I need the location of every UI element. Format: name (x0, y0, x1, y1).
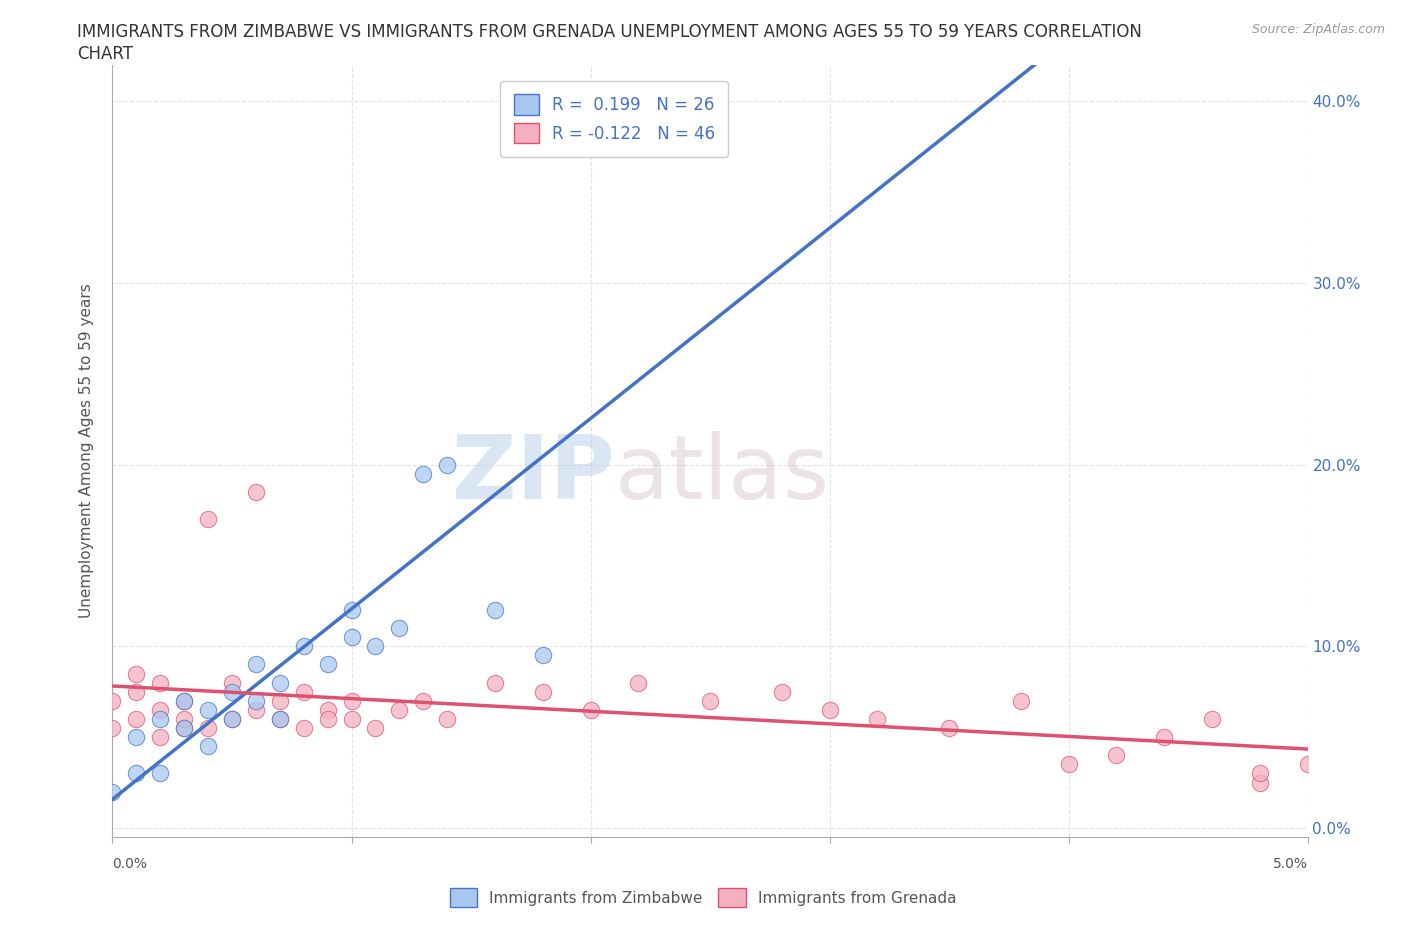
Point (579, 130, 602, 145)
Point (292, 639, 315, 654)
Point (173, 711, 195, 726)
Point (173, 721, 195, 736)
Point (269, 711, 291, 726)
Point (221, 711, 243, 726)
Point (1201, 711, 1223, 726)
Point (197, 512, 219, 526)
Point (245, 485, 267, 499)
Point (125, 684, 148, 699)
Point (149, 730, 172, 745)
Text: 0.0%: 0.0% (112, 857, 148, 870)
Point (269, 694, 291, 709)
Text: IMMIGRANTS FROM ZIMBABWE VS IMMIGRANTS FROM GRENADA UNEMPLOYMENT AMONG AGES 55 T: IMMIGRANTS FROM ZIMBABWE VS IMMIGRANTS F… (77, 23, 1142, 41)
Point (484, 675, 506, 690)
Point (1057, 757, 1080, 772)
Point (340, 711, 363, 726)
Text: 5.0%: 5.0% (1272, 857, 1308, 870)
Point (364, 639, 387, 654)
Point (125, 711, 148, 726)
Point (340, 694, 363, 709)
Point (149, 711, 172, 726)
Point (1010, 694, 1032, 709)
Point (197, 721, 219, 736)
Point (866, 711, 889, 726)
Legend: R =  0.199   N = 26, R = -0.122   N = 46: R = 0.199 N = 26, R = -0.122 N = 46 (501, 81, 728, 157)
Point (269, 675, 291, 690)
Text: atlas: atlas (614, 431, 830, 518)
Point (699, 694, 721, 709)
Point (292, 721, 315, 736)
Point (938, 721, 960, 736)
Point (364, 721, 387, 736)
Point (627, 675, 650, 690)
Point (245, 702, 267, 717)
Point (269, 711, 291, 726)
Point (245, 657, 267, 671)
Point (1105, 748, 1128, 763)
Point (197, 738, 219, 753)
Point (340, 630, 363, 644)
Point (388, 620, 411, 635)
Point (125, 730, 148, 745)
Point (149, 702, 172, 717)
Point (173, 694, 195, 709)
Point (245, 694, 267, 709)
Text: ZIP: ZIP (451, 431, 614, 518)
Point (484, 603, 506, 618)
Point (1153, 730, 1175, 745)
Point (1296, 757, 1319, 772)
Text: Source: ZipAtlas.com: Source: ZipAtlas.com (1251, 23, 1385, 36)
Point (316, 711, 339, 726)
Point (436, 458, 458, 472)
Legend: Immigrants from Zimbabwe, Immigrants from Grenada: Immigrants from Zimbabwe, Immigrants fro… (443, 883, 963, 913)
Y-axis label: Unemployment Among Ages 55 to 59 years: Unemployment Among Ages 55 to 59 years (79, 284, 94, 618)
Point (149, 766, 172, 781)
Point (579, 702, 602, 717)
Point (340, 603, 363, 618)
Point (412, 466, 434, 481)
Point (436, 711, 458, 726)
Point (316, 702, 339, 717)
Point (531, 684, 554, 699)
Point (1249, 766, 1271, 781)
Point (101, 694, 124, 709)
Point (197, 702, 219, 717)
Point (125, 666, 148, 681)
Point (531, 648, 554, 663)
Point (221, 675, 243, 690)
Point (173, 721, 195, 736)
Point (101, 784, 124, 799)
Point (173, 694, 195, 709)
Point (770, 684, 793, 699)
Point (1249, 775, 1271, 790)
Point (221, 684, 243, 699)
Point (412, 694, 434, 709)
Point (316, 657, 339, 671)
Point (388, 702, 411, 717)
Text: CHART: CHART (77, 45, 134, 62)
Point (125, 766, 148, 781)
Point (101, 721, 124, 736)
Point (149, 675, 172, 690)
Point (818, 702, 841, 717)
Point (292, 684, 315, 699)
Point (221, 711, 243, 726)
